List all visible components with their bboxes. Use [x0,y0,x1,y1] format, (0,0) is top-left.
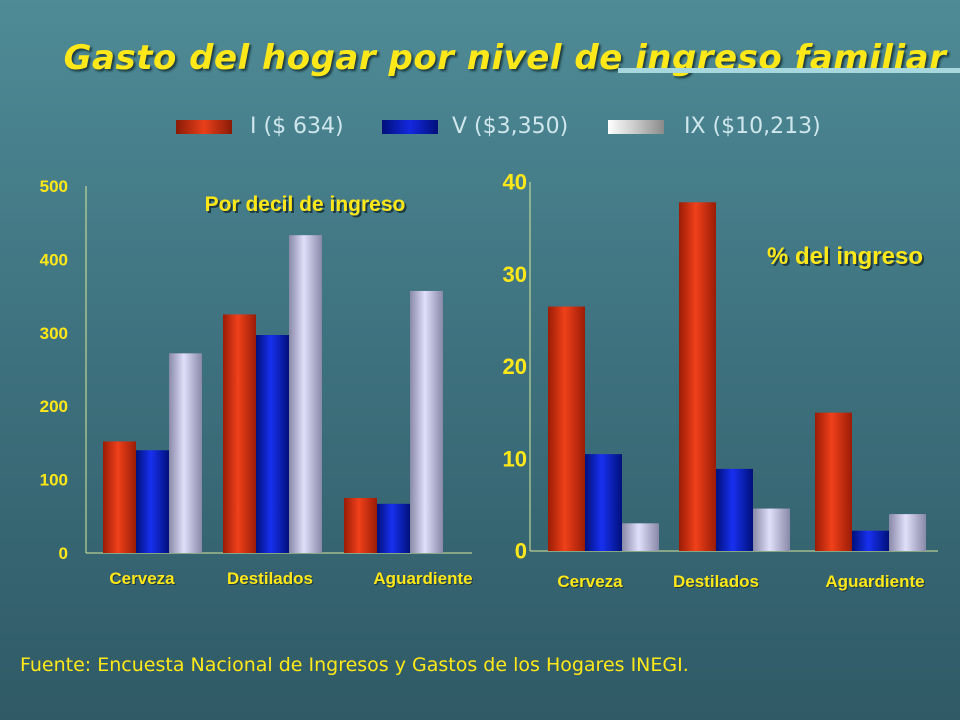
legend-label-3: IX ($10,213) [684,114,821,139]
category-label: Destilados [227,569,313,588]
bar [169,353,202,553]
legend-swatch-2 [382,120,438,134]
bar [753,508,790,551]
y-tick-label: 0 [515,539,527,564]
source-note: Fuente: Encuesta Nacional de Ingresos y … [20,654,689,676]
bar [716,468,753,551]
bar [889,514,926,551]
legend-label-2: V ($3,350) [452,114,569,139]
category-label: Destilados [673,572,759,591]
bar [548,306,585,551]
category-label: Aguardiente [373,569,472,588]
category-label-shadow: Aguardiente [374,570,473,589]
legend-swatch-1 [176,120,232,134]
y-tick-label: 10 [503,446,527,471]
y-tick-label: 400 [40,250,68,269]
bar [136,450,169,553]
bar [103,441,136,553]
legend: I ($ 634) V ($3,350) IX ($10,213) [0,114,960,142]
bar [679,202,716,552]
bar [410,290,443,553]
bar [622,523,659,551]
category-label-shadow: Aguardiente [826,573,925,592]
category-label: Aguardiente [825,572,924,591]
title-underline [618,68,960,73]
y-tick-label: 300 [40,324,68,343]
bar [256,335,289,553]
y-tick-label: 100 [40,471,68,490]
legend-swatch-3 [608,120,664,134]
chart-subtitle: % del ingreso [767,243,923,270]
y-tick-label: 200 [40,397,68,416]
y-tick-label: 40 [503,170,527,195]
bar [289,235,322,554]
bar [815,412,852,551]
category-label: Cerveza [557,572,623,591]
bar [344,497,377,553]
bar [852,530,889,551]
y-tick-label: 0 [59,544,68,563]
category-label: Cerveza [109,569,175,588]
chart-subtitle: Por decil de ingreso [205,193,406,216]
y-tick-label: 20 [503,354,527,379]
bar [223,314,256,553]
category-label-shadow: Cerveza [110,570,176,589]
y-tick-label: 30 [503,262,527,287]
bar [585,454,622,551]
category-label-shadow: Destilados [674,573,760,592]
legend-label-1: I ($ 634) [250,114,344,139]
chart-subtitle-shadow: % del ingreso [769,245,925,272]
category-label-shadow: Destilados [228,570,314,589]
category-label-shadow: Cerveza [558,573,624,592]
chart-subtitle-shadow: Por decil de ingreso [207,195,408,218]
y-tick-label: 500 [40,177,68,196]
bar [377,503,410,553]
